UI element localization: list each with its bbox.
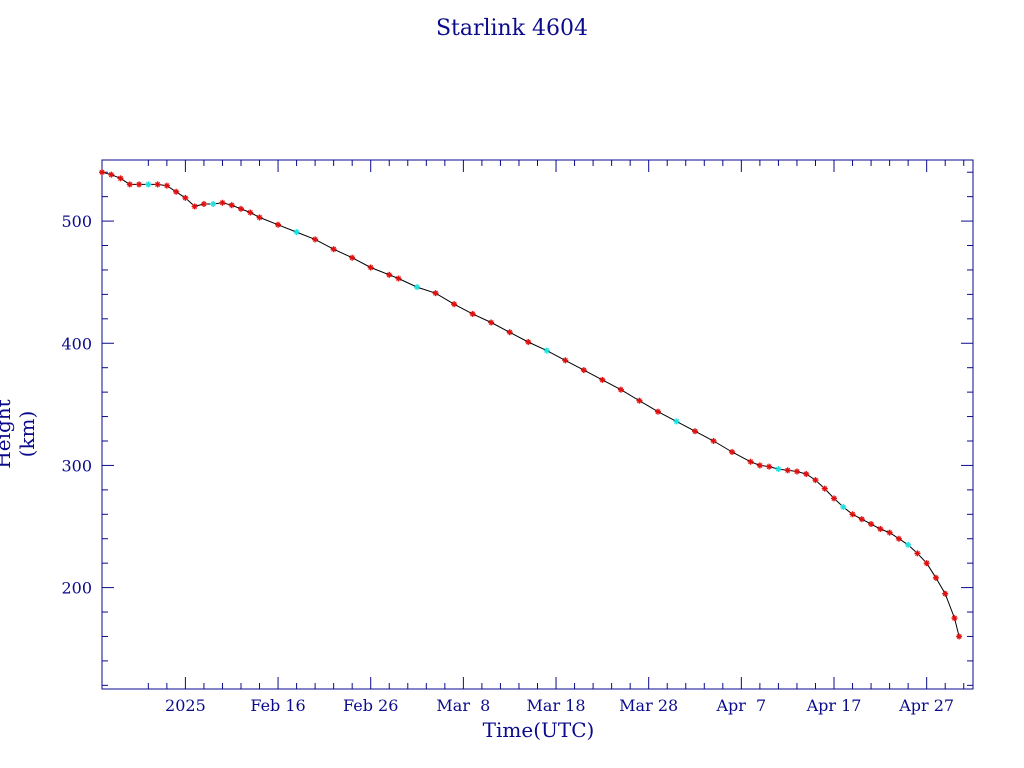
data-point: [877, 525, 884, 532]
x-tick-label: Apr 27: [898, 696, 954, 715]
data-point: [868, 521, 875, 528]
data-point: [451, 301, 458, 308]
y-tick-label: 400: [61, 334, 92, 353]
data-point: [432, 290, 439, 297]
plot-frame: [101, 159, 974, 690]
data-point: [275, 221, 282, 228]
x-tick-label: Mar 18: [527, 696, 586, 715]
data-point: [173, 188, 180, 195]
data-point: [219, 199, 226, 206]
data-point: [237, 205, 244, 212]
data-point: [312, 236, 319, 243]
data-point: [905, 541, 912, 548]
data-point: [766, 463, 773, 470]
data-point: [812, 477, 819, 484]
data-point: [469, 310, 476, 317]
data-point: [580, 367, 587, 374]
data-point: [636, 397, 643, 404]
data-point: [729, 448, 736, 455]
x-axis-label: Time(UTC): [482, 718, 595, 742]
data-point: [247, 209, 254, 216]
data-point: [932, 574, 939, 581]
data-point: [117, 175, 124, 182]
data-point: [145, 181, 152, 188]
data-point: [108, 171, 115, 178]
x-tick-label: Apr 7: [715, 696, 766, 715]
data-point: [803, 470, 810, 477]
x-tick-label: Apr 17: [806, 696, 862, 715]
data-point: [858, 516, 865, 523]
chart-title: Starlink 4604: [435, 16, 589, 41]
x-tick-label: Mar 8: [436, 696, 490, 715]
data-point: [488, 319, 495, 326]
data-point: [154, 181, 161, 188]
data-point: [386, 271, 393, 278]
data-point: [840, 503, 847, 510]
data-point: [599, 376, 606, 383]
data-point: [395, 275, 402, 282]
data-point: [256, 214, 263, 221]
data-point: [895, 535, 902, 542]
data-point: [543, 347, 550, 354]
data-point: [506, 329, 513, 336]
data-point: [200, 200, 207, 207]
axis-ticks: [102, 160, 973, 689]
data-point: [886, 529, 893, 536]
data-point: [525, 339, 532, 346]
data-point: [775, 466, 782, 473]
data-point: [228, 202, 235, 209]
data-point: [654, 408, 661, 415]
x-tick-label: Feb 16: [250, 696, 305, 715]
y-tick-label: 300: [61, 456, 92, 475]
y-axis-label: Height (km): [0, 399, 39, 469]
data-point: [210, 200, 217, 207]
tick-labels: 200 300 400 500 2025 Feb 16 Feb 26 Mar 8 Mar 18 M…: [61, 212, 954, 715]
data-point: [99, 169, 105, 176]
data-point: [367, 264, 374, 271]
data-point: [163, 182, 170, 189]
data-point: [673, 418, 680, 425]
y-tick-label: 500: [61, 212, 92, 231]
x-tick-label: Feb 26: [343, 696, 398, 715]
data-point: [414, 284, 421, 291]
series-line: [101, 171, 960, 637]
data-point: [793, 468, 800, 475]
data-point: [617, 386, 624, 393]
data-point: [710, 437, 717, 444]
data-point: [784, 467, 791, 474]
data-point: [562, 357, 569, 364]
data-point: [923, 560, 930, 567]
data-point: [349, 254, 356, 261]
data-point: [756, 462, 763, 469]
data-point: [136, 181, 143, 188]
data-point: [951, 615, 958, 622]
data-point: [293, 229, 300, 236]
data-point: [191, 203, 198, 210]
data-point: [821, 485, 828, 492]
data-point: [831, 495, 838, 502]
data-point: [956, 633, 963, 640]
data-point: [126, 181, 133, 188]
data-point: [330, 246, 337, 253]
data-point: [914, 550, 921, 557]
data-point: [747, 458, 754, 465]
x-tick-label: Mar 28: [619, 696, 678, 715]
y-tick-label: 200: [61, 579, 92, 598]
x-tick-label: 2025: [165, 696, 206, 715]
data-points: [99, 169, 963, 640]
data-point: [692, 428, 699, 435]
data-point: [942, 590, 949, 597]
data-point: [182, 194, 189, 201]
data-point: [849, 511, 856, 518]
